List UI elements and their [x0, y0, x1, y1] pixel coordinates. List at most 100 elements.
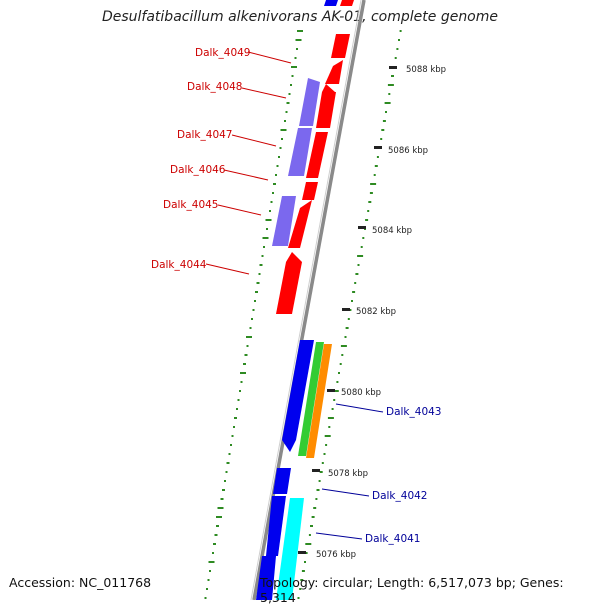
gc-tick	[391, 75, 394, 77]
gc-tick	[243, 363, 246, 365]
gc-tick	[305, 543, 312, 545]
gc-tick	[207, 579, 210, 581]
gc-tick	[362, 237, 365, 239]
gene-feature-dalk-4047	[288, 128, 312, 176]
gc-tick	[304, 561, 306, 563]
gc-tick	[341, 354, 344, 356]
gene-feature-dalk-4043-orange	[306, 344, 332, 458]
gc-tick	[385, 111, 387, 113]
scale-label: 5076 kbp	[316, 550, 356, 560]
label-leader-dalk-4044	[205, 263, 250, 275]
gc-tick	[296, 48, 298, 50]
gc-tick	[240, 381, 243, 383]
gc-tick	[216, 525, 219, 527]
gc-tick	[300, 579, 304, 581]
gene-label-dalk-4045[interactable]: Dalk_4045	[163, 199, 219, 211]
gc-skew-inner-track	[204, 30, 303, 599]
gc-tick	[228, 453, 231, 455]
gc-tick	[270, 201, 273, 203]
gene-feature-top-red	[340, 0, 354, 6]
gene-feature-dalk-4044	[276, 252, 302, 314]
gene-feature-dalk-4047	[306, 132, 328, 178]
gc-tick	[273, 183, 276, 185]
label-leader-dalk-4045	[217, 204, 262, 216]
scale-label: 5078 kbp	[328, 469, 368, 479]
gc-tick	[301, 570, 305, 572]
gc-tick	[230, 444, 232, 446]
gc-tick	[263, 246, 265, 248]
scale-label: 5080 kbp	[341, 388, 381, 398]
gc-tick	[360, 246, 363, 248]
gc-tick	[222, 489, 225, 491]
gc-tick	[251, 318, 253, 320]
gene-label-dalk-4047[interactable]: Dalk_4047	[177, 129, 233, 141]
gc-tick	[237, 399, 240, 401]
gc-tick	[396, 48, 399, 50]
scale-tick	[389, 66, 397, 69]
scale-label: 5082 kbp	[356, 307, 396, 317]
gene-feature-dalk-4045	[272, 196, 296, 246]
scale-label: 5088 kbp	[406, 65, 446, 75]
gc-tick	[216, 516, 222, 518]
map-title: Desulfatibacillum alkenivorans AK-01, co…	[101, 9, 499, 25]
gc-tick	[231, 435, 234, 437]
gene-label-dalk-4049[interactable]: Dalk_4049	[195, 47, 251, 59]
gc-tick	[226, 462, 230, 464]
gc-tick	[258, 273, 261, 275]
gc-tick	[261, 255, 264, 257]
gc-tick	[224, 480, 226, 482]
gc-tick	[310, 525, 313, 527]
gc-tick	[285, 111, 288, 113]
gene-label-dalk-4046[interactable]: Dalk_4046	[170, 164, 226, 176]
gc-tick	[279, 147, 282, 149]
gc-tick	[368, 201, 372, 203]
gene-label-dalk-4043[interactable]: Dalk_4043	[386, 406, 442, 418]
gene-label-dalk-4044[interactable]: Dalk_4044	[151, 259, 207, 271]
gc-tick	[269, 210, 271, 212]
gc-tick	[259, 264, 263, 266]
gc-tick	[323, 453, 326, 455]
gc-tick	[338, 372, 340, 374]
gc-tick	[388, 93, 391, 95]
gc-tick	[281, 138, 283, 140]
gc-tick	[332, 390, 339, 392]
gc-tick	[333, 399, 336, 401]
gc-tick	[325, 444, 328, 446]
gene-feature-arrowhead	[322, 84, 335, 92]
gc-tick	[288, 93, 291, 95]
label-leader-dalk-4048	[241, 87, 287, 99]
gc-tick	[313, 507, 317, 509]
gc-tick	[234, 417, 237, 419]
scale-label: 5086 kbp	[388, 146, 428, 156]
label-leader-dalk-4046	[223, 169, 269, 181]
gene-label-dalk-4042[interactable]: Dalk_4042	[372, 490, 428, 502]
gc-tick	[305, 552, 308, 554]
gc-tick	[255, 291, 258, 293]
gc-tick	[233, 426, 235, 428]
gc-tick	[376, 156, 379, 158]
gc-tick	[290, 84, 292, 86]
gc-tick	[220, 498, 224, 500]
gc-tick	[311, 516, 315, 518]
accession-label: Accession: NC_011768	[9, 575, 152, 590]
gc-tick	[340, 345, 347, 347]
gc-tick	[286, 102, 290, 104]
gc-tick	[212, 552, 214, 554]
scale-tick	[298, 551, 306, 554]
gene-feature-dalk-4042	[266, 496, 286, 556]
gc-tick	[384, 102, 391, 104]
gc-tick	[308, 534, 311, 536]
gene-label-dalk-4041[interactable]: Dalk_4041	[365, 533, 421, 545]
gene-feature-dalk-4048	[299, 78, 320, 126]
label-leader-dalk-4049	[247, 51, 292, 64]
gene-feature	[331, 34, 350, 58]
gc-tick	[321, 462, 324, 464]
gc-tick	[331, 408, 334, 410]
gc-tick	[319, 471, 323, 473]
gc-tick	[278, 156, 280, 158]
gc-tick	[316, 489, 320, 491]
gc-tick	[213, 543, 216, 545]
gene-label-dalk-4048[interactable]: Dalk_4048	[187, 81, 243, 93]
label-leader-dalk-4042	[321, 488, 370, 497]
